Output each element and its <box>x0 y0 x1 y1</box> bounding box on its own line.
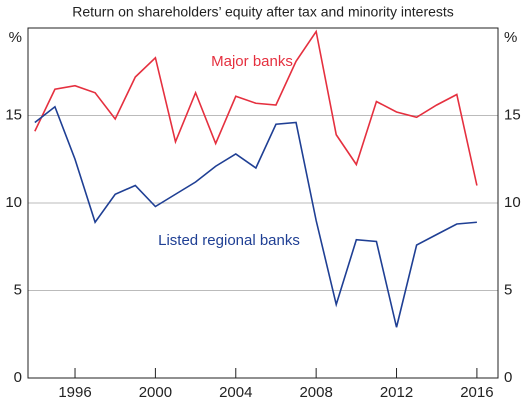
y2-tick-label: 10 <box>504 194 521 211</box>
series-line <box>34 29 478 186</box>
chart-subtitle: Return on shareholders’ equity after tax… <box>72 4 454 20</box>
y2-tick-label: 0 <box>504 369 512 386</box>
x-tick-label: 2004 <box>219 384 252 401</box>
plot-frame <box>27 27 499 379</box>
y-tick-label: 15 <box>5 106 22 123</box>
x-tick-label: 2000 <box>139 384 172 401</box>
x-tick-label: 2012 <box>380 384 413 401</box>
series-label: Listed regional banks <box>158 232 300 249</box>
y-tick-label: 0 <box>14 369 22 386</box>
y2-tick-label: 5 <box>504 281 512 298</box>
y2-tick-label: 15 <box>504 106 521 123</box>
y-tick-label: 10 <box>5 194 22 211</box>
series-label: Major banks <box>211 53 293 70</box>
series-line <box>34 105 477 328</box>
x-tick-label: 1996 <box>58 384 91 401</box>
y2-tick-label: % <box>504 29 517 46</box>
x-tick-label: 2016 <box>460 384 493 401</box>
y-tick-label: % <box>9 29 22 46</box>
x-tick-label: 2008 <box>299 384 332 401</box>
y-tick-label: 5 <box>14 281 22 298</box>
